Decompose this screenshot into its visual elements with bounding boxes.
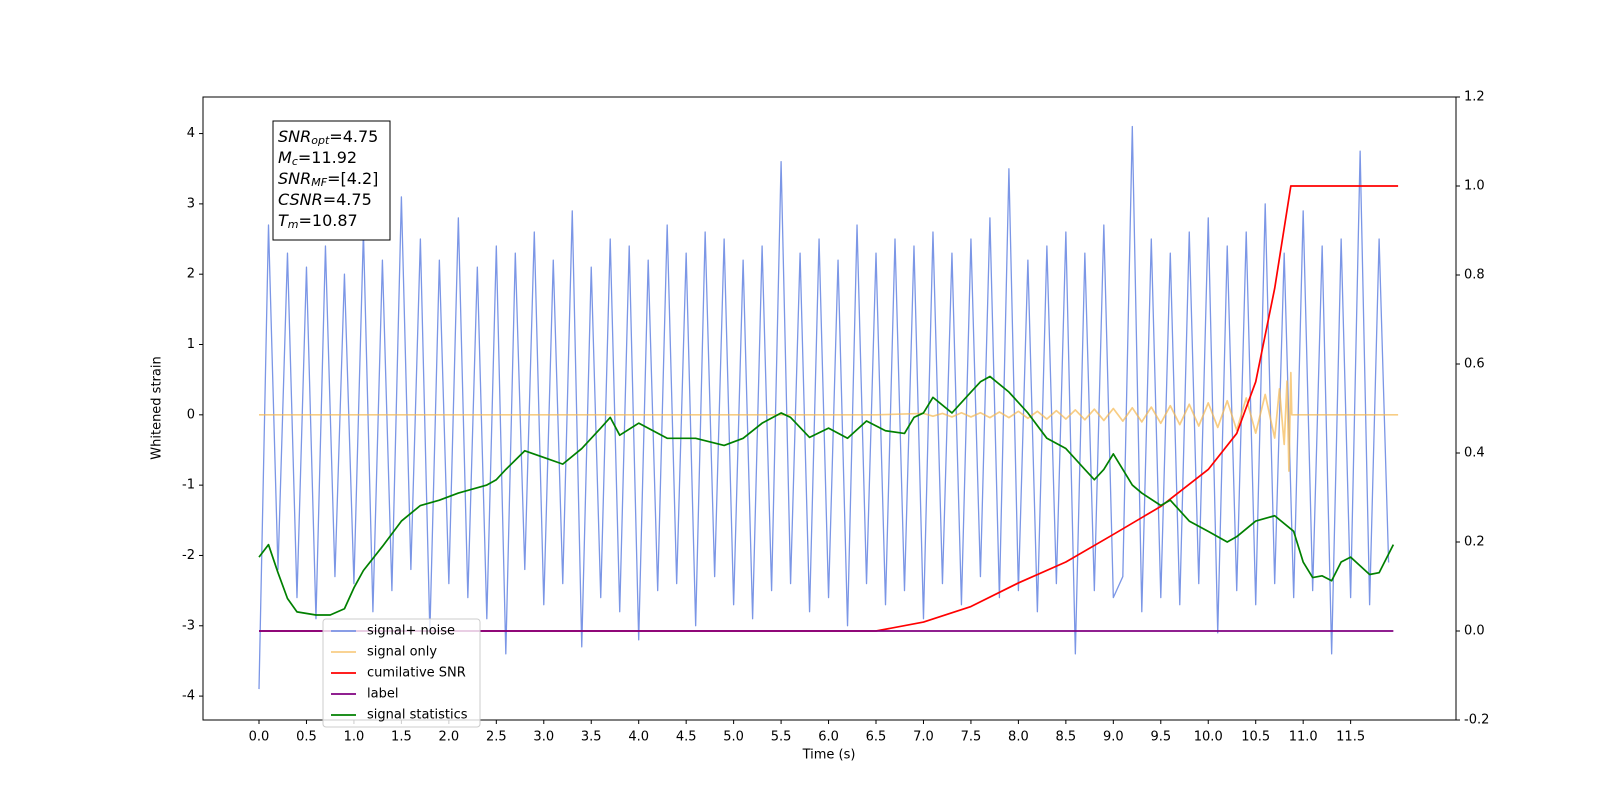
annotation-sub: MF [311,176,327,189]
x-tick-label: 2.0 [439,730,460,745]
legend-label: signal+ noise [367,624,455,639]
annotation-rest: =4.75 [329,127,378,146]
y-tick-label: 2 [187,267,195,282]
x-tick-label: 0.0 [249,730,270,745]
annotation-rest: =4.75 [323,190,372,209]
annotation-rest: =10.87 [299,211,358,230]
y-tick-label: -1 [182,478,195,493]
y2-tick-label: 0.6 [1464,357,1485,372]
annotation-line: CSNR=4.75 [278,190,372,209]
legend-label: signal only [367,645,437,660]
x-tick-label: 11.5 [1336,730,1365,745]
annotation-line: SNRopt=4.75 [278,127,378,148]
legend-label: signal statistics [367,708,468,723]
x-tick-label: 2.5 [486,730,507,745]
legend-label: cumilative SNR [367,666,466,681]
annotation-main: T [278,211,289,230]
y-tick-label: 1 [187,337,195,352]
y-tick-label: 4 [187,126,195,141]
x-tick-label: 10.5 [1241,730,1270,745]
y2-tick-label: 0.2 [1464,535,1485,550]
x-tick-label: 11.0 [1289,730,1318,745]
annotation-sub: m [288,218,299,231]
y-axis-label: Whitened strain [150,356,165,459]
y2-tick-label: 1.0 [1464,179,1485,194]
x-tick-label: 5.0 [723,730,744,745]
y2-tick-label: 0.8 [1464,268,1485,283]
x-tick-label: 4.5 [676,730,697,745]
annotation-line: Tm=10.87 [278,211,358,232]
annotation-rest: =11.92 [298,148,357,167]
legend-box [322,618,481,728]
x-tick-label: 9.5 [1150,730,1171,745]
annotation-main: CSNR [278,190,323,209]
x-tick-label: 8.5 [1056,730,1077,745]
x-axis-label: Time (s) [802,748,856,763]
annotation-main: SNR [278,169,311,188]
annotation-rest: =[4.2] [327,169,378,188]
x-tick-label: 1.0 [344,730,365,745]
y2-tick-label: 0.0 [1464,624,1485,639]
x-tick-label: 9.0 [1103,730,1124,745]
y-tick-label: -4 [182,689,195,704]
y2-tick-label: 1.2 [1464,90,1485,105]
y-tick-label: 3 [187,196,195,211]
x-tick-label: 10.0 [1194,730,1223,745]
y2-tick-label: 0.4 [1464,446,1485,461]
x-tick-label: 6.0 [818,730,839,745]
annotation-line: SNRMF=[4.2] [278,169,378,190]
x-tick-label: 8.0 [1008,730,1029,745]
plot-frame [202,96,1457,721]
x-tick-label: 3.5 [581,730,602,745]
x-tick-label: 7.0 [913,730,934,745]
annotation-main: M [278,148,292,167]
legend-label: label [367,687,398,702]
annotation-line: Mc=11.92 [278,148,357,169]
x-tick-label: 1.5 [391,730,412,745]
series-line [258,375,1395,616]
annotation-sub: c [292,155,298,168]
annotation-sub: opt [311,134,330,147]
x-tick-label: 0.5 [296,730,317,745]
y-tick-label: 0 [187,407,195,422]
series-line [258,125,1390,690]
x-tick-label: 6.5 [866,730,887,745]
series-line [259,371,1399,472]
annotation-main: SNR [278,127,311,146]
series-line [259,185,1399,632]
annotation-box [272,120,391,241]
x-tick-label: 7.5 [961,730,982,745]
x-tick-label: 5.5 [771,730,792,745]
y-tick-label: -3 [182,618,195,633]
y2-tick-label: -0.2 [1464,713,1489,728]
x-tick-label: 4.0 [628,730,649,745]
y-tick-label: -2 [182,548,195,563]
x-tick-label: 3.0 [533,730,554,745]
